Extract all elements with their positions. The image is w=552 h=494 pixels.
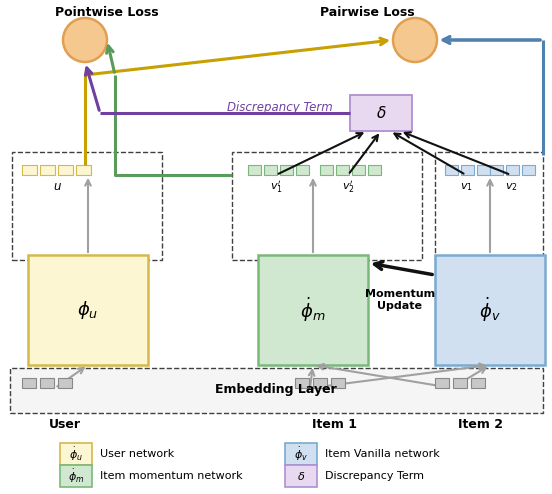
Text: u: u (53, 180, 61, 194)
Bar (313, 378, 327, 388)
Bar (435, 152, 543, 260)
Bar (320, 165, 333, 175)
Bar (248, 165, 261, 175)
Text: $v_2$: $v_2$ (505, 181, 517, 193)
Text: Embedding Layer: Embedding Layer (215, 383, 337, 397)
Bar (471, 378, 485, 388)
Bar (40, 378, 54, 388)
Text: Item 1: Item 1 (312, 418, 358, 431)
Bar (506, 165, 519, 175)
Bar (264, 165, 277, 175)
Bar (22, 378, 36, 388)
Text: $v^{\prime}_2$: $v^{\prime}_2$ (342, 179, 354, 195)
Text: $\dot{\phi}_m$: $\dot{\phi}_m$ (68, 467, 84, 485)
Text: Discrepancy Term: Discrepancy Term (325, 471, 424, 481)
Text: $\dot{\phi}_v$: $\dot{\phi}_v$ (479, 296, 501, 324)
Bar (477, 165, 490, 175)
Text: $\delta$: $\delta$ (297, 470, 305, 482)
Bar (40, 165, 55, 175)
Bar (461, 165, 474, 175)
Bar (28, 255, 148, 365)
Bar (10, 368, 543, 413)
Bar (12, 152, 162, 260)
Bar (435, 378, 449, 388)
Bar (76, 165, 91, 175)
Text: $\phi_u$: $\phi_u$ (77, 299, 99, 321)
Bar (60, 465, 92, 487)
Bar (453, 378, 467, 388)
Bar (445, 165, 458, 175)
Bar (22, 165, 37, 175)
Text: $\dot{\phi}_u$: $\dot{\phi}_u$ (69, 446, 83, 463)
Bar (285, 465, 317, 487)
Bar (58, 165, 73, 175)
Text: $\dot{\phi}_v$: $\dot{\phi}_v$ (294, 446, 308, 463)
Circle shape (63, 18, 107, 62)
Text: Item Vanilla network: Item Vanilla network (325, 449, 440, 459)
Bar (60, 443, 92, 465)
Bar (352, 165, 365, 175)
Text: Item momentum network: Item momentum network (100, 471, 243, 481)
Bar (280, 165, 293, 175)
Bar (58, 378, 72, 388)
Bar (435, 255, 545, 365)
Bar (368, 165, 381, 175)
Text: Pairwise Loss: Pairwise Loss (320, 6, 415, 19)
Text: Item 2: Item 2 (458, 418, 502, 431)
Text: $\dot{\phi}_m$: $\dot{\phi}_m$ (300, 296, 326, 324)
Text: User: User (49, 418, 81, 431)
Text: $\delta$: $\delta$ (376, 105, 386, 121)
Bar (522, 165, 535, 175)
Bar (336, 165, 349, 175)
Bar (296, 165, 309, 175)
Bar (258, 255, 368, 365)
Text: $v^{\prime}_1$: $v^{\prime}_1$ (269, 179, 283, 195)
Bar (350, 95, 412, 131)
Bar (331, 378, 345, 388)
Bar (232, 152, 422, 260)
Bar (295, 378, 309, 388)
Bar (490, 165, 503, 175)
Text: User network: User network (100, 449, 174, 459)
Bar (285, 443, 317, 465)
Circle shape (393, 18, 437, 62)
Text: Pointwise Loss: Pointwise Loss (55, 6, 158, 19)
Text: $v_1$: $v_1$ (460, 181, 473, 193)
Text: Momentum
Update: Momentum Update (365, 289, 435, 311)
Text: Discrepancy Term: Discrepancy Term (227, 101, 333, 115)
